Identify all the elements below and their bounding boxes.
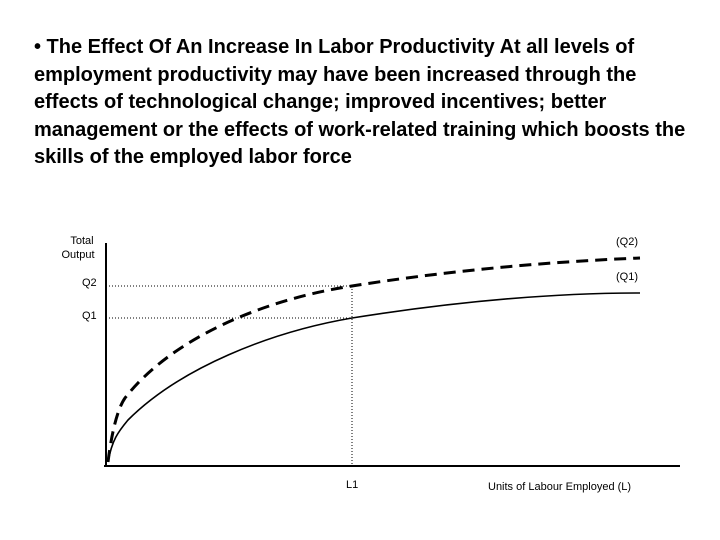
y-axis-label-line2: Output (61, 249, 94, 261)
tick-label-l1: L1 (346, 479, 358, 491)
slide-body-text: • The Effect Of An Increase In Labor Pro… (34, 36, 686, 168)
x-axis-label: Units of Labour Employed (L) (488, 481, 631, 493)
output-curve-q1 (107, 292, 641, 463)
tick-label-q2: Q2 (82, 277, 97, 289)
output-curve-q2 (106, 256, 641, 463)
curve-label-q2: (Q2) (616, 236, 638, 248)
y-axis-label-line1: Total (70, 235, 93, 247)
tick-label-q1: Q1 (82, 310, 97, 322)
curve-label-q1: (Q1) (616, 271, 638, 283)
